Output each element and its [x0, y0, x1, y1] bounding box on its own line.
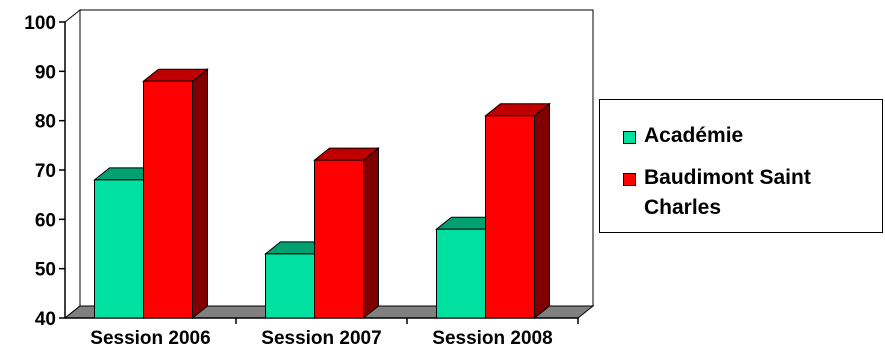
legend-label-baudimont-line2: Charles [644, 195, 721, 220]
x-tick-label: Session 2008 [432, 328, 552, 349]
y-tick-label: 50 [35, 260, 56, 281]
legend-swatch-baudimont [623, 173, 636, 186]
legend-label-academie: Académie [644, 123, 743, 148]
bar-baudimont-2-side [364, 148, 379, 318]
y-tick-label: 90 [35, 62, 56, 83]
chart-side-wall [65, 10, 80, 318]
chart-legend: Académie Baudimont Saint Charles [599, 99, 883, 233]
bar-academie-2 [266, 254, 315, 318]
bar-academie-3 [437, 229, 486, 318]
x-tick-label: Session 2007 [261, 328, 381, 349]
bar-baudimont-3-side [535, 104, 550, 318]
y-tick-label: 60 [35, 210, 56, 231]
bar-baudimont-3 [486, 116, 535, 318]
y-tick-label: 70 [35, 161, 56, 182]
legend-swatch-academie [623, 131, 636, 144]
bar-baudimont-1 [144, 81, 193, 318]
bar-baudimont-1-side [193, 69, 208, 318]
y-tick-label: 80 [35, 112, 56, 133]
x-tick-label: Session 2006 [90, 328, 210, 349]
bar-baudimont-2 [315, 160, 364, 318]
bar-academie-1 [95, 180, 144, 318]
y-tick-label: 40 [35, 309, 56, 330]
y-tick-label: 100 [24, 13, 56, 34]
legend-label-baudimont-line1: Baudimont Saint [644, 165, 811, 190]
